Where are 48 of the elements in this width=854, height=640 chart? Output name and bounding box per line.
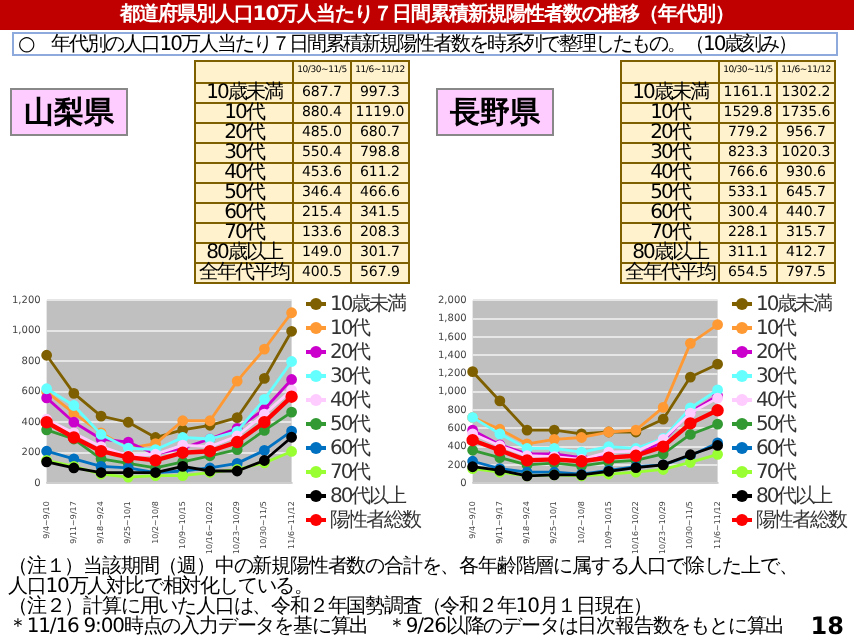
chart-title: 長野県 bbox=[436, 88, 554, 136]
y-tick-label: 80歳以上 bbox=[620, 242, 720, 264]
text: （注１）当該期間（週）中の新規陽性者数の合計を、各年齢階層に属する人口で除した上で、人口10万人対比で相対化している。 bbox=[8, 556, 800, 598]
y-tick-label: 30代 bbox=[194, 142, 294, 164]
y-tick-label: 全年代平均 bbox=[194, 262, 294, 284]
y-tick-label: 10代 bbox=[620, 102, 720, 124]
legend-label: 60代 bbox=[330, 437, 370, 459]
legend-label: 10歳未満 bbox=[756, 293, 832, 315]
text: ＊11/16 9:00時点の入力データを基に算出 ＊9/26以降のデータは日次報告数をもとに算出 bbox=[8, 616, 787, 638]
y-tick-label: 60代 bbox=[194, 202, 294, 224]
y-tick-label: 50代 bbox=[194, 182, 294, 204]
legend-label: 20代 bbox=[330, 341, 370, 363]
legend-label: 50代 bbox=[756, 413, 796, 435]
y-tick-label: 40代 bbox=[620, 162, 720, 184]
legend-label: 陽性者総数 bbox=[330, 509, 420, 531]
text: （注２）計算に用いた人口は、令和２年国勢調査（令和２年10月１日現在） bbox=[8, 596, 652, 618]
y-tick-label: 10歳未満 bbox=[620, 82, 720, 104]
legend-label: 20代 bbox=[756, 341, 796, 363]
y-tick-label: 10歳未満 bbox=[194, 82, 294, 104]
legend-label: 10歳未満 bbox=[330, 293, 406, 315]
legend-label: 50代 bbox=[330, 413, 370, 435]
legend-label: 70代 bbox=[330, 461, 370, 483]
y-tick-label: 80歳以上 bbox=[194, 242, 294, 264]
y-tick-label: 30代 bbox=[620, 142, 720, 164]
y-tick-label: 60代 bbox=[620, 202, 720, 224]
text: ○ 年代別の人口10万人当たり７日間累積新規陽性者数を時系列で整理したもの。（10歳刻み） bbox=[12, 32, 838, 56]
legend-label: 80代以上 bbox=[756, 485, 832, 507]
legend-label: 80代以上 bbox=[330, 485, 406, 507]
legend-label: 40代 bbox=[756, 389, 796, 411]
y-tick-label: 70代 bbox=[194, 222, 294, 244]
y-tick-label: 20代 bbox=[620, 122, 720, 144]
legend-label: 70代 bbox=[756, 461, 796, 483]
legend-label: 10代 bbox=[756, 317, 796, 339]
legend-label: 40代 bbox=[330, 389, 370, 411]
legend-label: 30代 bbox=[330, 365, 370, 387]
legend-label: 陽性者総数 bbox=[756, 509, 846, 531]
legend-label: 10代 bbox=[330, 317, 370, 339]
y-tick-label: 10代 bbox=[194, 102, 294, 124]
text: 18 bbox=[810, 612, 844, 640]
y-tick-label: 50代 bbox=[620, 182, 720, 204]
text: 都道府県別人口10万人当たり７日間累積新規陽性者数の推移（年代別） bbox=[0, 0, 854, 30]
y-tick-label: 20代 bbox=[194, 122, 294, 144]
legend-label: 30代 bbox=[756, 365, 796, 387]
y-tick-label: 70代 bbox=[620, 222, 720, 244]
legend-label: 60代 bbox=[756, 437, 796, 459]
y-tick-label: 40代 bbox=[194, 162, 294, 184]
chart-title: 山梨県 bbox=[10, 88, 128, 136]
y-tick-label: 全年代平均 bbox=[620, 262, 720, 284]
